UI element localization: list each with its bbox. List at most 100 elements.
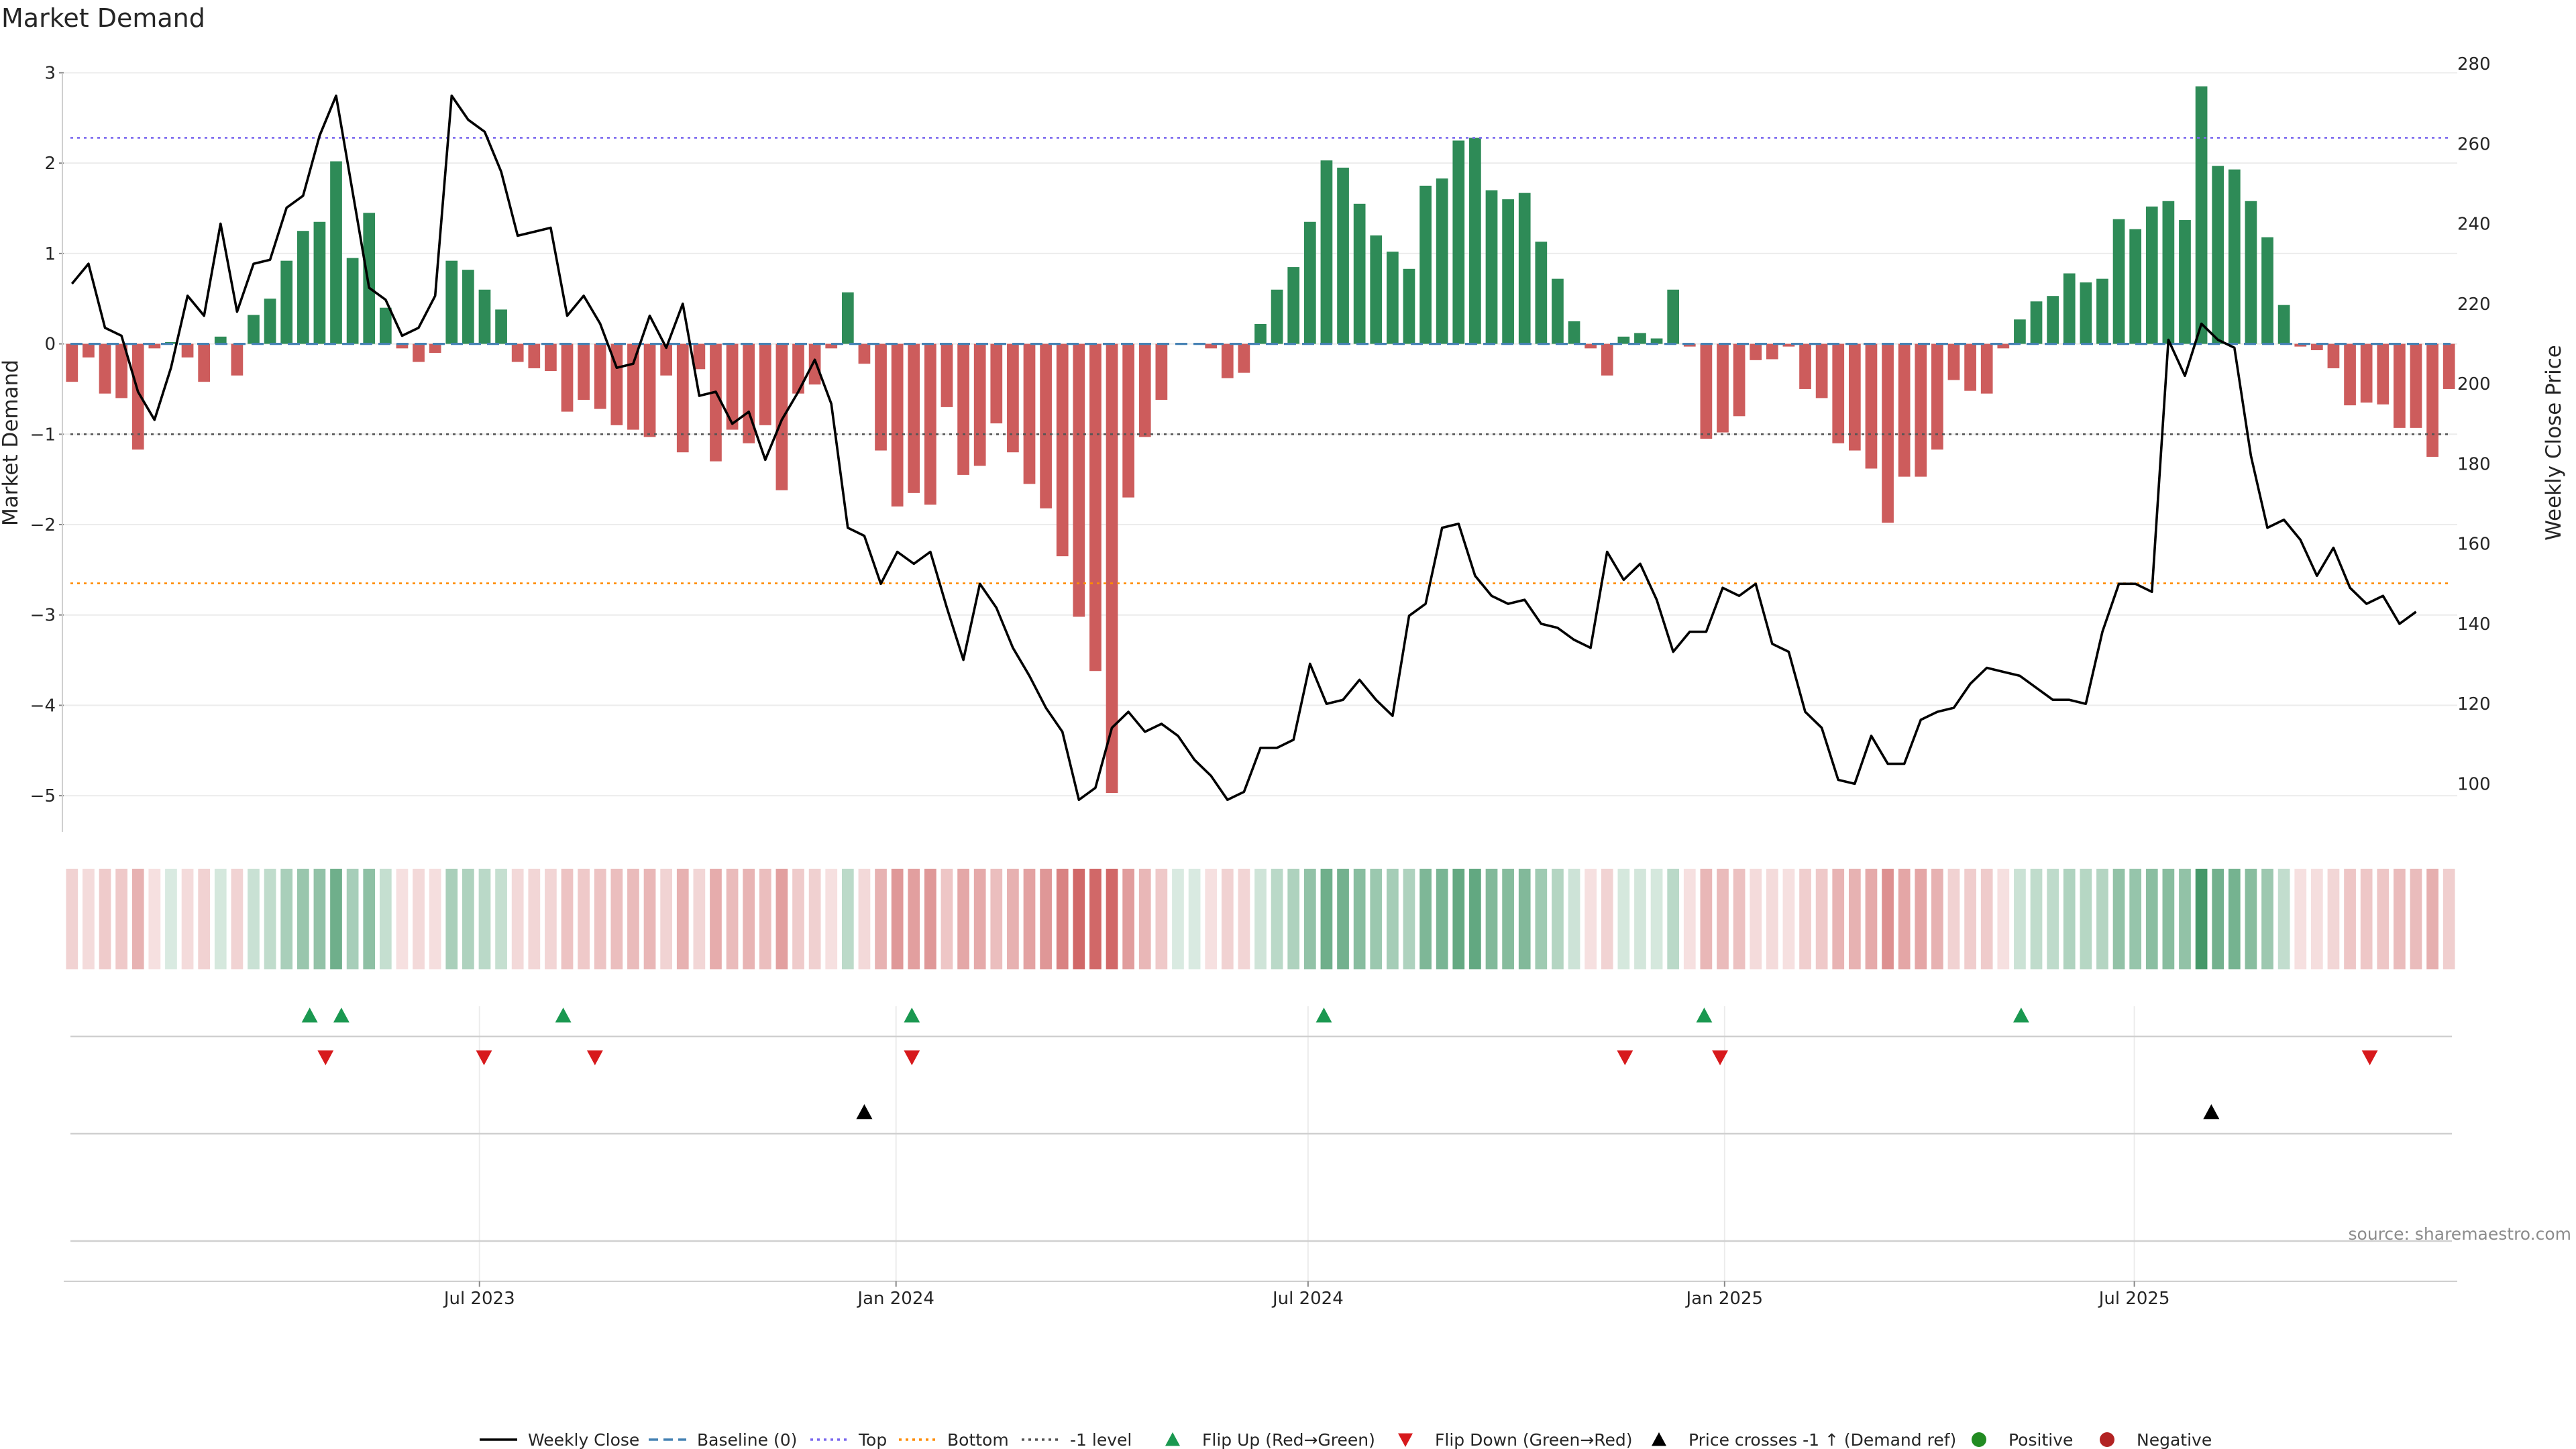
demand-bar — [413, 343, 425, 362]
strip-cell — [578, 869, 590, 969]
strip-cell — [429, 869, 441, 969]
demand-bar — [445, 260, 458, 344]
demand-bar — [1353, 203, 1366, 344]
demand-bar — [248, 315, 260, 344]
triangle-down-icon — [1398, 1433, 1413, 1447]
right-tick-label: 120 — [2457, 694, 2491, 714]
demand-bar — [1469, 138, 1481, 344]
demand-bar — [2162, 201, 2175, 344]
demand-bar — [1106, 343, 1118, 794]
demand-bar — [1271, 289, 1283, 344]
flip-up-marker — [2012, 1008, 2029, 1023]
strip-cell — [1056, 869, 1069, 969]
x-tick-label: Jul 2024 — [1271, 1289, 1344, 1309]
demand-bar — [743, 343, 755, 443]
strip-cell — [759, 869, 771, 969]
demand-bar — [2261, 237, 2273, 344]
flip-up-marker — [1316, 1008, 1332, 1023]
strip-cell — [2360, 869, 2373, 969]
strip-cell — [1964, 869, 1976, 969]
demand-bar — [1733, 343, 1746, 417]
demand-bar — [264, 299, 276, 344]
demand-bar — [148, 343, 161, 349]
demand-bar — [396, 343, 409, 349]
demand-bar — [1750, 343, 1762, 360]
demand-bar — [495, 309, 507, 344]
strip-cell — [198, 869, 211, 969]
strip-cell — [1535, 869, 1548, 969]
demand-bar — [1221, 343, 1234, 378]
strip-cell — [445, 869, 458, 969]
flip-up-marker — [301, 1008, 318, 1023]
demand-bar — [1403, 268, 1415, 344]
demand-bar — [676, 343, 689, 453]
strip-cell — [1502, 869, 1514, 969]
demand-bar — [1766, 343, 1778, 360]
demand-bar — [2030, 301, 2043, 344]
circle-icon — [1972, 1432, 1986, 1447]
reference-lines — [70, 137, 2451, 584]
legend-item: Price crosses -1 ↑ (Demand ref) — [1652, 1430, 1956, 1449]
strip-cell — [1832, 869, 1845, 969]
right-tick-label: 180 — [2457, 454, 2491, 474]
demand-bar — [1585, 343, 1597, 349]
demand-bar — [2294, 343, 2307, 347]
legend-item: Flip Down (Green→Red) — [1398, 1430, 1633, 1449]
strip-cell — [1552, 869, 1564, 969]
demand-bar — [313, 221, 326, 344]
right-tick-label: 200 — [2457, 374, 2491, 394]
strip-cell — [1667, 869, 1680, 969]
demand-bar — [462, 270, 474, 344]
demand-bar — [2129, 229, 2142, 344]
demand-bar — [511, 343, 524, 362]
x-tick-label: Jul 2023 — [443, 1289, 515, 1309]
demand-bar — [2080, 282, 2092, 344]
x-tick-label: Jan 2024 — [856, 1289, 934, 1309]
flip-down-marker — [904, 1050, 920, 1065]
strip-cell — [1386, 869, 1399, 969]
strip-cell — [1370, 869, 1383, 969]
circle-icon — [2100, 1432, 2114, 1447]
left-tick-label: −3 — [30, 606, 56, 626]
legend-item: -1 level — [1022, 1430, 1132, 1449]
strip-cell — [131, 869, 144, 969]
strip-cell — [1303, 869, 1316, 969]
strip-cell — [231, 869, 244, 969]
y-axis-left-title: Market Demand — [0, 360, 23, 526]
demand-bar — [1848, 343, 1861, 451]
demand-bar — [957, 343, 969, 475]
right-tick-label: 240 — [2457, 215, 2491, 235]
strip-cell — [957, 869, 969, 969]
demand-bar — [1882, 343, 1894, 523]
flip-up-marker — [1696, 1008, 1713, 1023]
strip-cell — [248, 869, 260, 969]
strip-cell — [2212, 869, 2224, 969]
demand-bars — [66, 86, 2455, 794]
demand-bar — [578, 343, 590, 400]
strip-cell — [478, 869, 491, 969]
strip-cell — [2327, 869, 2340, 969]
demand-bar — [1320, 160, 1333, 344]
demand-bar — [1485, 190, 1498, 344]
demand-bar — [131, 343, 144, 450]
strip-cell — [1568, 869, 1580, 969]
demand-bar — [2047, 296, 2059, 344]
demand-bar — [1667, 289, 1680, 344]
legend-item: Flip Up (Red→Green) — [1165, 1430, 1375, 1449]
strip-cell — [1320, 869, 1333, 969]
strip-cell — [396, 869, 409, 969]
left-tick-label: −1 — [30, 425, 56, 445]
strip-cell — [83, 869, 95, 969]
strip-cell — [2261, 869, 2273, 969]
left-tick-label: −5 — [30, 786, 56, 806]
strip-cell — [1947, 869, 1960, 969]
demand-bar — [1650, 338, 1663, 344]
legend-item: Positive — [1972, 1430, 2073, 1449]
strip-cell — [148, 869, 161, 969]
demand-bar — [2377, 343, 2390, 405]
strip-cell — [1518, 869, 1531, 969]
demand-bar — [231, 343, 244, 376]
strip-cell — [2310, 869, 2323, 969]
strip-cell — [973, 869, 986, 969]
demand-bar — [973, 343, 986, 466]
